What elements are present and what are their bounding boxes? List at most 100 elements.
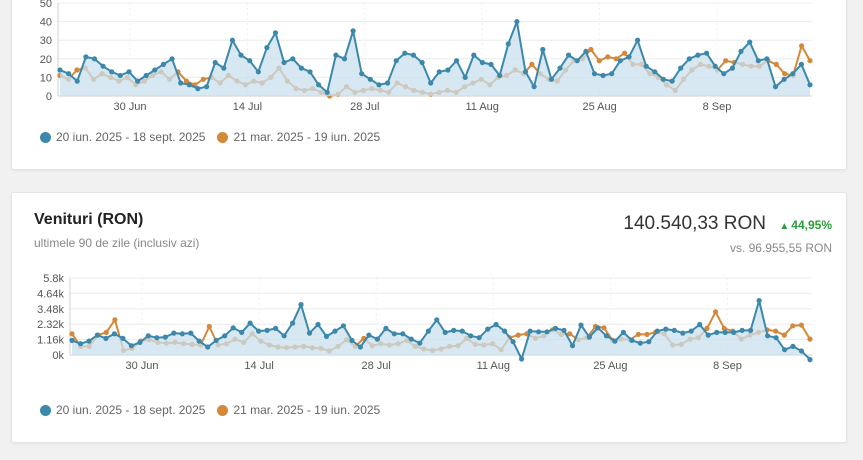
x-tick-label: 25 Aug — [582, 101, 616, 113]
data-point — [66, 71, 72, 77]
legend-dot-icon — [40, 404, 51, 416]
data-point — [497, 72, 503, 79]
data-point — [686, 56, 692, 62]
y-tick-label: 20 — [40, 54, 52, 66]
data-point — [117, 72, 123, 79]
data-point — [393, 58, 399, 64]
data-point — [807, 58, 813, 64]
x-tick-label: 11 Aug — [477, 360, 510, 372]
x-tick-label: 8 Sep — [713, 360, 742, 372]
revenue-line-chart[interactable]: 0k 1.16k 2.32k 3.48k 4.64k 5.8k 30 Jun 14 Jul 28… — [12, 193, 846, 442]
legend-dot-icon — [217, 131, 229, 143]
data-point — [290, 320, 296, 326]
sessions-line-chart[interactable]: 0 10 20 30 40 50 30 Jun 14 Jul 28 Jul 11 Aug 25 Au… — [12, 0, 846, 169]
data-point — [773, 61, 779, 67]
data-point — [773, 335, 779, 341]
data-point — [77, 341, 84, 347]
data-point — [367, 76, 373, 82]
data-point — [357, 344, 363, 350]
data-point — [660, 76, 667, 82]
data-point — [200, 76, 206, 82]
data-point — [408, 336, 414, 342]
data-point — [603, 333, 610, 339]
data-point — [256, 328, 262, 334]
data-point — [609, 71, 615, 77]
data-point — [712, 63, 718, 69]
data-point — [316, 82, 322, 88]
data-point — [128, 343, 134, 349]
legend-label: 21 mar. 2025 - 19 iun. 2025 — [233, 130, 381, 144]
data-point — [179, 331, 185, 337]
data-point — [652, 69, 658, 75]
legend-label: 21 mar. 2025 - 19 iun. 2025 — [233, 403, 381, 417]
data-point — [462, 74, 468, 80]
chart-legend: 20 iun. 2025 - 18 sept. 2025 21 mar. 202… — [40, 403, 380, 417]
data-point — [419, 59, 425, 66]
data-point — [323, 333, 330, 339]
data-point — [557, 65, 563, 71]
data-point — [629, 337, 635, 343]
x-tick-label: 28 Jul — [362, 360, 391, 372]
data-point — [206, 323, 212, 330]
data-point — [425, 328, 431, 334]
series-area — [60, 21, 810, 97]
data-point — [637, 340, 643, 346]
data-point — [238, 52, 244, 58]
data-point — [798, 348, 805, 354]
data-point — [704, 325, 710, 331]
series-area — [72, 300, 810, 360]
data-point — [239, 329, 245, 335]
data-point — [247, 58, 253, 64]
data-point — [212, 59, 218, 66]
data-point — [515, 332, 521, 338]
data-point — [680, 330, 686, 336]
data-point — [714, 329, 720, 335]
data-point — [773, 328, 779, 334]
data-point — [145, 333, 151, 339]
data-point — [622, 50, 628, 56]
data-point — [120, 335, 126, 341]
data-point — [748, 327, 754, 333]
data-point — [756, 298, 762, 304]
data-point — [247, 320, 253, 326]
data-point — [374, 336, 380, 342]
data-point — [531, 84, 537, 90]
data-point — [591, 71, 598, 77]
y-tick-label: 50 — [40, 0, 52, 10]
y-tick-label: 10 — [40, 72, 52, 84]
legend-dot-icon — [217, 404, 229, 416]
data-point — [713, 309, 719, 315]
data-point — [697, 321, 703, 328]
data-point — [688, 328, 694, 334]
data-point — [782, 71, 788, 77]
data-point — [721, 71, 727, 77]
data-point — [83, 54, 89, 60]
data-point — [798, 61, 805, 67]
data-point — [721, 325, 727, 331]
data-point — [186, 82, 192, 88]
data-point — [298, 302, 304, 308]
x-tick-label: 8 Sep — [703, 101, 732, 113]
data-point — [493, 321, 499, 328]
legend-item-previous[interactable]: 21 mar. 2025 - 19 iun. 2025 — [217, 130, 380, 144]
chart-legend: 20 iun. 2025 - 18 sept. 2025 21 mar. 202… — [40, 130, 380, 144]
data-point — [514, 19, 520, 25]
legend-item-current[interactable]: 20 iun. 2025 - 18 sept. 2025 — [40, 403, 205, 417]
data-point — [669, 78, 675, 84]
data-point — [94, 332, 100, 338]
data-point — [417, 340, 423, 346]
card-title: Venituri (RON) — [34, 211, 144, 228]
data-point — [332, 328, 338, 334]
legend-item-previous[interactable]: 21 mar. 2025 - 19 iun. 2025 — [217, 403, 380, 417]
y-tick-label: 0 — [46, 91, 52, 103]
data-point — [183, 78, 189, 84]
data-point — [781, 76, 787, 82]
data-point — [522, 69, 529, 75]
legend-item-current[interactable]: 20 iun. 2025 - 18 sept. 2025 — [40, 130, 205, 144]
data-point — [764, 56, 770, 62]
data-point — [620, 329, 627, 335]
data-point — [195, 86, 201, 92]
data-point — [385, 80, 391, 86]
data-point — [569, 343, 576, 349]
data-point — [529, 61, 535, 67]
